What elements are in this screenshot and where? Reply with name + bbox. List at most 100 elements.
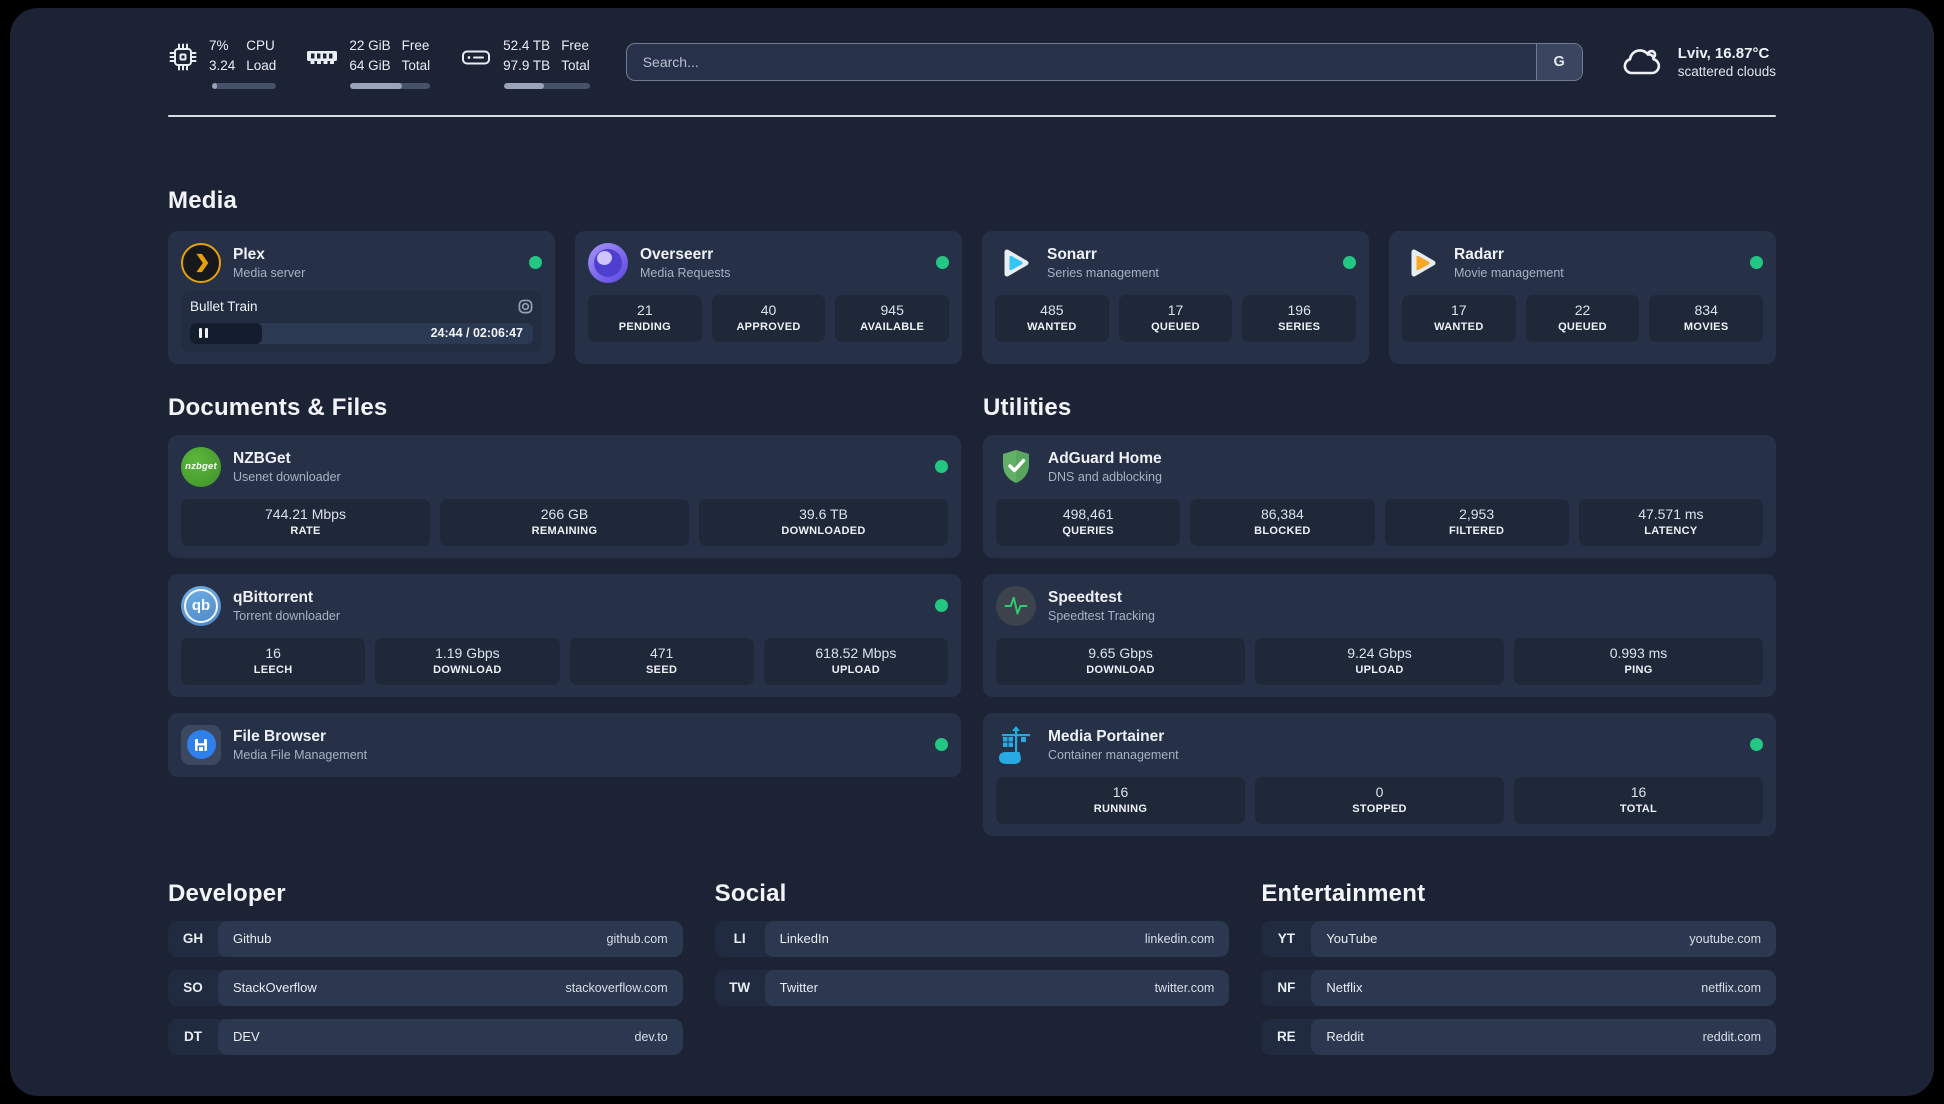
link-item-twitter[interactable]: TW Twitter twitter.com: [714, 969, 1230, 1006]
stat-tile: 17 WANTED: [1402, 294, 1516, 342]
cpu-usage-value: 7%: [209, 38, 229, 53]
app-card-overseerr[interactable]: Overseerr Media Requests 21 PENDING 40 APP…: [575, 230, 962, 364]
status-indicator: [1343, 256, 1356, 269]
link-url: dev.to: [634, 1029, 668, 1044]
disk-icon: [462, 50, 491, 65]
app-title: Radarr: [1454, 245, 1504, 263]
cpu-chip-icon: [169, 43, 197, 71]
stat-tile: 471 SEED: [569, 637, 754, 685]
app-card-speedtest[interactable]: Speedtest Speedtest Tracking 9.65 Gbps DO…: [983, 573, 1776, 697]
media-grid: Plex Media server Bullet Train 24:44 / 0…: [168, 230, 1776, 364]
link-url: twitter.com: [1154, 980, 1215, 995]
section-title-developer: Developer: [168, 879, 286, 907]
link-url: linkedin.com: [1144, 931, 1215, 946]
stat-tile: 47.571 ms LATENCY: [1578, 498, 1763, 546]
stat-tile: 86,384 BLOCKED: [1190, 498, 1375, 546]
cpu-usage-bar: [212, 82, 277, 89]
stat-tile: 744.21 Mbps RATE: [181, 498, 430, 546]
section-title-social: Social: [714, 879, 787, 907]
section-title-utilities: Utilities: [983, 393, 1072, 421]
link-name: DEV: [233, 1029, 260, 1044]
link-item-github[interactable]: GH Github github.com: [168, 920, 683, 957]
filebrowser-icon: [181, 724, 221, 765]
app-subtitle: Torrent downloader: [233, 608, 341, 623]
disk-free-value: 52.4 TB: [503, 38, 551, 53]
ram-icon: [307, 51, 338, 64]
link-item-reddit[interactable]: RE Reddit reddit.com: [1261, 1018, 1776, 1055]
stat-tile: 0 STOPPED: [1255, 776, 1504, 824]
app-title: qBittorrent: [233, 588, 314, 606]
nzbget-icon: nzbget: [181, 446, 221, 487]
pause-icon[interactable]: [199, 328, 202, 338]
stat-tile: 39.6 TB DOWNLOADED: [699, 498, 948, 546]
playback-progress-fill: [190, 322, 263, 344]
link-item-linkedin[interactable]: LI LinkedIn linkedin.com: [714, 920, 1230, 957]
qbittorrent-icon: qb: [181, 585, 221, 626]
stat-tile: 21 PENDING: [588, 294, 702, 342]
app-card-qbittorrent[interactable]: qb qBittorrent Torrent downloader 16 LEEC…: [168, 573, 961, 697]
stat-tile: 9.24 Gbps UPLOAD: [1255, 637, 1504, 685]
stat-tile: 16 LEECH: [181, 637, 366, 685]
memory-usage-bar-fill: [350, 82, 403, 89]
app-subtitle: DNS and adblocking: [1048, 469, 1162, 484]
app-card-nzbget[interactable]: nzbget NZBGet Usenet downloader 744.21 M…: [168, 434, 961, 558]
status-indicator: [935, 599, 948, 612]
link-item-dev[interactable]: DT DEV dev.to: [168, 1018, 683, 1055]
section-title-media: Media: [168, 186, 238, 214]
stat-tile: 266 GB REMAINING: [440, 498, 689, 546]
app-card-portainer[interactable]: Media Portainer Container management 16 R…: [983, 712, 1776, 836]
app-card-filebrowser[interactable]: File Browser Media File Management: [168, 712, 961, 777]
app-subtitle: Media server: [233, 265, 306, 280]
link-item-netflix[interactable]: NF Netflix netflix.com: [1261, 969, 1776, 1006]
app-title: NZBGet: [233, 449, 291, 467]
system-metrics: 7% 3.24 CPU Load 22 GiB 64 GiB: [168, 36, 590, 89]
stat-tile: 2,953 FILTERED: [1384, 498, 1569, 546]
search-engine-button[interactable]: G: [1535, 44, 1582, 81]
section-title-entertainment: Entertainment: [1261, 879, 1426, 907]
playback-progress-bar[interactable]: 24:44 / 02:06:47: [190, 322, 533, 344]
app-subtitle: Movie management: [1454, 265, 1564, 280]
link-name: Twitter: [779, 980, 818, 995]
link-name: Reddit: [1326, 1029, 1364, 1044]
app-title: Media Portainer: [1048, 727, 1165, 745]
link-url: youtube.com: [1689, 931, 1761, 946]
app-subtitle: Container management: [1048, 747, 1179, 762]
link-item-youtube[interactable]: YT YouTube youtube.com: [1261, 920, 1776, 957]
stat-tile: 834 MOVIES: [1649, 294, 1764, 342]
link-name: LinkedIn: [779, 931, 829, 946]
disk-metric: 52.4 TB 97.9 TB Free Total: [460, 36, 590, 89]
search-input[interactable]: [626, 44, 1536, 81]
memory-total-label: Total: [401, 58, 431, 74]
app-card-adguard[interactable]: AdGuard Home DNS and adblocking 498,461 Q…: [983, 434, 1776, 558]
speedtest-pulse-icon: [996, 585, 1036, 626]
status-indicator: [1750, 738, 1763, 751]
memory-usage-bar: [350, 82, 431, 89]
stat-tile: 1.19 Gbps DOWNLOAD: [375, 637, 560, 685]
dashboard-window: 7% 3.24 CPU Load 22 GiB 64 GiB: [10, 8, 1934, 1096]
status-indicator: [936, 256, 949, 269]
link-tag: YT: [1277, 931, 1295, 946]
stat-tile: 618.52 Mbps UPLOAD: [763, 637, 948, 685]
memory-metric: 22 GiB 64 GiB Free Total: [306, 36, 431, 89]
disk-usage-bar-fill: [504, 82, 545, 89]
app-card-sonarr[interactable]: Sonarr Series management 485 WANTED 17 QUE…: [982, 230, 1369, 364]
link-item-stackoverflow[interactable]: SO StackOverflow stackoverflow.com: [168, 969, 683, 1006]
documents-column: Documents & Files nzbget NZBGet Usenet d…: [168, 394, 961, 836]
disk-total-label: Total: [561, 58, 590, 74]
now-playing-title: Bullet Train: [190, 299, 258, 314]
app-subtitle: Usenet downloader: [233, 469, 341, 484]
link-url: github.com: [606, 931, 668, 946]
weather-widget: Lviv, 16.87°C scattered clouds: [1619, 45, 1776, 79]
app-card-plex[interactable]: Plex Media server Bullet Train 24:44 / 0…: [168, 230, 555, 364]
app-card-radarr[interactable]: Radarr Movie management 17 WANTED 22 QUEUE…: [1389, 230, 1776, 364]
link-tag: TW: [729, 980, 751, 995]
developer-links-section: Developer GH Github github.com SO StackOv…: [168, 880, 683, 1055]
cpu-load-value: 3.24: [209, 58, 236, 74]
stat-tile: 16 RUNNING: [996, 776, 1245, 824]
player-settings-icon[interactable]: [518, 299, 533, 314]
disk-total-value: 97.9 TB: [503, 58, 551, 74]
link-tag: LI: [733, 931, 746, 946]
portainer-crane-icon: [996, 725, 1036, 765]
now-playing-widget: Bullet Train 24:44 / 02:06:47: [181, 290, 542, 352]
utilities-column: Utilities AdGuard Home: [983, 394, 1776, 836]
